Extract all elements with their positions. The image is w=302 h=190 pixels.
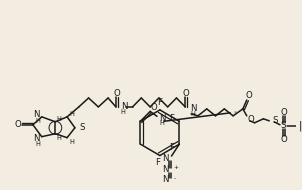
Text: H: H [56, 135, 61, 141]
Text: F: F [169, 143, 175, 152]
Text: S: S [280, 121, 286, 130]
Text: F: F [156, 158, 160, 167]
Text: F: F [169, 114, 175, 123]
Text: O: O [15, 120, 22, 129]
Text: H: H [69, 111, 74, 117]
Text: S: S [80, 123, 85, 132]
Text: N: N [121, 102, 127, 111]
Text: H: H [190, 111, 195, 117]
Text: N: N [159, 114, 165, 123]
Text: N: N [190, 104, 197, 113]
Text: N: N [162, 175, 169, 184]
Text: O: O [151, 103, 157, 112]
Text: O: O [114, 89, 120, 97]
Text: F: F [157, 98, 162, 107]
Text: H: H [35, 141, 40, 147]
Text: N: N [162, 154, 169, 162]
Text: N: N [33, 134, 40, 143]
Text: O: O [245, 92, 252, 101]
Text: O: O [281, 108, 287, 117]
Text: H: H [121, 109, 126, 115]
Text: H: H [69, 139, 74, 145]
Text: |: | [299, 120, 302, 131]
Text: -: - [173, 176, 175, 181]
Text: H: H [56, 116, 61, 122]
Text: O: O [248, 115, 255, 124]
Text: N: N [33, 110, 40, 119]
Text: *: * [233, 110, 236, 115]
Text: H: H [35, 118, 40, 124]
Text: H: H [159, 120, 164, 126]
Text: O: O [183, 89, 190, 97]
Text: O: O [281, 135, 287, 144]
Text: +: + [173, 165, 178, 170]
Text: N: N [162, 165, 169, 174]
Text: S: S [272, 116, 278, 125]
